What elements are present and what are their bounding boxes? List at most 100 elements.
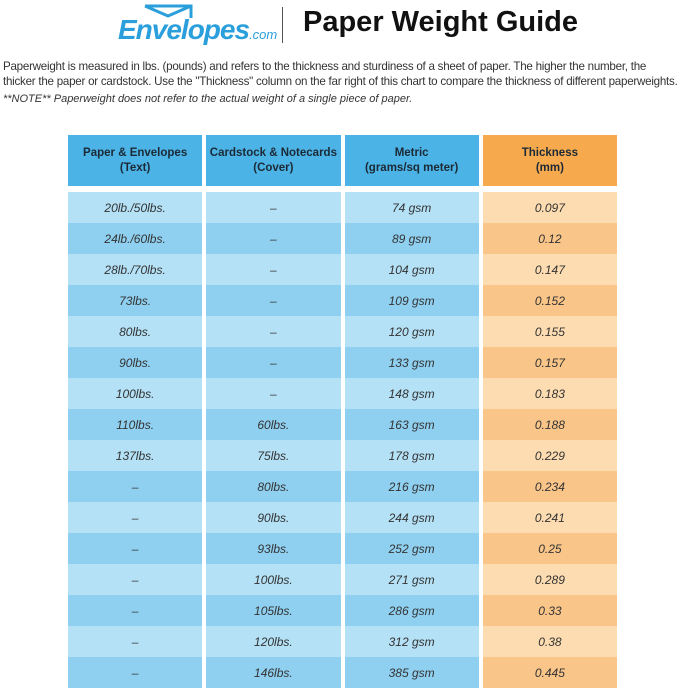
intro: Paperweight is measured in lbs. (pounds)… — [3, 59, 678, 106]
table-cell: – — [68, 657, 203, 688]
table-cell: 0.157 — [482, 347, 617, 378]
column-header-line: (Text) — [119, 161, 151, 174]
header: Envelopes.com Paper Weight Guide — [0, 0, 679, 50]
table-cell: 24lb./60lbs. — [68, 223, 203, 254]
table-row: –80lbs. 216 gsm 0.234 — [68, 471, 617, 502]
table-cell: 120lbs. — [206, 626, 341, 657]
table-cell: 0.097 — [482, 192, 617, 223]
table-cell: 60lbs. — [206, 409, 341, 440]
table-cell: 100lbs. — [206, 564, 341, 595]
table-cell: 93lbs. — [206, 533, 341, 564]
table-cell: 0.241 — [482, 502, 617, 533]
table-cell: 0.229 — [482, 440, 617, 471]
table-cell: 252 gsm — [344, 533, 479, 564]
table-cell: 110lbs. — [68, 409, 203, 440]
description: Paperweight is measured in lbs. (pounds)… — [3, 60, 678, 88]
table-cell: 133 gsm — [344, 347, 479, 378]
table-row: –105lbs. 286 gsm 0.33 — [68, 595, 617, 626]
table-cell: 80lbs. — [206, 471, 341, 502]
table-cell: 146lbs. — [206, 657, 341, 688]
table-cell: – — [206, 347, 341, 378]
table-row: –93lbs. 252 gsm 0.25 — [68, 533, 617, 564]
paper-weight-table: Paper & Envelopes (Text) Cardstock & Notec… — [68, 135, 617, 688]
logo-suffix: .com — [249, 27, 278, 42]
table-cell: 74 gsm — [344, 192, 479, 223]
table-row: 80lbs. –120 gsm 0.155 — [68, 316, 617, 347]
table-cell: 105lbs. — [206, 595, 341, 626]
table-cell: 286 gsm — [344, 595, 479, 626]
table-cell: 163 gsm — [344, 409, 479, 440]
table-row: 20lb./50lbs. –74 gsm 0.097 — [68, 192, 617, 223]
column-header-line: Cardstock & Notecards — [209, 146, 337, 159]
table-cell: 0.445 — [482, 657, 617, 688]
column-header-line: (mm) — [535, 161, 564, 174]
table-cell: 0.188 — [482, 409, 617, 440]
table-cell: – — [206, 378, 341, 409]
table-cell: 80lbs. — [68, 316, 203, 347]
column-header: Thickness (mm) — [482, 135, 617, 186]
table-cell: 89 gsm — [344, 223, 479, 254]
column-header-line: (Cover) — [253, 161, 294, 174]
table-cell: – — [206, 254, 341, 285]
table-cell: 0.234 — [482, 471, 617, 502]
table-cell: 0.25 — [482, 533, 617, 564]
envelopes-logo: Envelopes.com — [118, 4, 277, 48]
table-cell: 0.183 — [482, 378, 617, 409]
table-cell: 0.12 — [482, 223, 617, 254]
table-cell: – — [206, 192, 341, 223]
column-header: Paper & Envelopes (Text) — [68, 135, 203, 186]
table-cell: 148 gsm — [344, 378, 479, 409]
table-cell: 0.38 — [482, 626, 617, 657]
table-cell: 120 gsm — [344, 316, 479, 347]
table-cell: 0.152 — [482, 285, 617, 316]
table-row: –90lbs. 244 gsm 0.241 — [68, 502, 617, 533]
column-header-line: Paper & Envelopes — [83, 146, 188, 159]
logo-text: Envelopes — [118, 14, 250, 45]
table-cell: – — [68, 626, 203, 657]
column-header: Cardstock & Notecards (Cover) — [206, 135, 341, 186]
table-cell: 73lbs. — [68, 285, 203, 316]
table-cell: – — [68, 471, 203, 502]
table-cell: – — [206, 316, 341, 347]
table-cell: – — [206, 223, 341, 254]
page-title: Paper Weight Guide — [303, 6, 579, 38]
note: **NOTE** Paperweight does not refer to t… — [3, 93, 413, 105]
table-cell: 178 gsm — [344, 440, 479, 471]
table-cell: 216 gsm — [344, 471, 479, 502]
table-cell: 28lb./70lbs. — [68, 254, 203, 285]
divider — [282, 7, 283, 43]
table-cell: 244 gsm — [344, 502, 479, 533]
table-row: –120lbs. 312 gsm 0.38 — [68, 626, 617, 657]
table-cell: – — [68, 533, 203, 564]
table-cell: 104 gsm — [344, 254, 479, 285]
table-row: 90lbs. –133 gsm 0.157 — [68, 347, 617, 378]
table-row: 137lbs. 75lbs. 178 gsm 0.229 — [68, 440, 617, 471]
table-row: –100lbs. 271 gsm 0.289 — [68, 564, 617, 595]
table-cell: 0.147 — [482, 254, 617, 285]
table-header: Paper & Envelopes (Text) Cardstock & Notec… — [68, 135, 617, 186]
table-cell: 109 gsm — [344, 285, 479, 316]
table-cell: 20lb./50lbs. — [68, 192, 203, 223]
table-cell: 75lbs. — [206, 440, 341, 471]
table-cell: – — [68, 595, 203, 626]
table-row: 28lb./70lbs. –104 gsm 0.147 — [68, 254, 617, 285]
table-cell: 137lbs. — [68, 440, 203, 471]
table-cell: 271 gsm — [344, 564, 479, 595]
table-cell: 90lbs. — [68, 347, 203, 378]
table-cell: 312 gsm — [344, 626, 479, 657]
table-cell: 0.33 — [482, 595, 617, 626]
table-cell: 385 gsm — [344, 657, 479, 688]
table-row: 73lbs. –109 gsm 0.152 — [68, 285, 617, 316]
column-header: Metric (grams/sq meter) — [344, 135, 479, 186]
column-header-line: (grams/sq meter) — [364, 161, 459, 174]
table-row: 110lbs. 60lbs. 163 gsm 0.188 — [68, 409, 617, 440]
table-cell: 0.289 — [482, 564, 617, 595]
column-header-line: Metric — [394, 146, 429, 159]
table-cell: – — [68, 502, 203, 533]
table-cell: 90lbs. — [206, 502, 341, 533]
table-cell: – — [68, 564, 203, 595]
table-cell: 0.155 — [482, 316, 617, 347]
table-row: 24lb./60lbs. –89 gsm 0.12 — [68, 223, 617, 254]
table-cell: 100lbs. — [68, 378, 203, 409]
table-row: 100lbs. –148 gsm 0.183 — [68, 378, 617, 409]
